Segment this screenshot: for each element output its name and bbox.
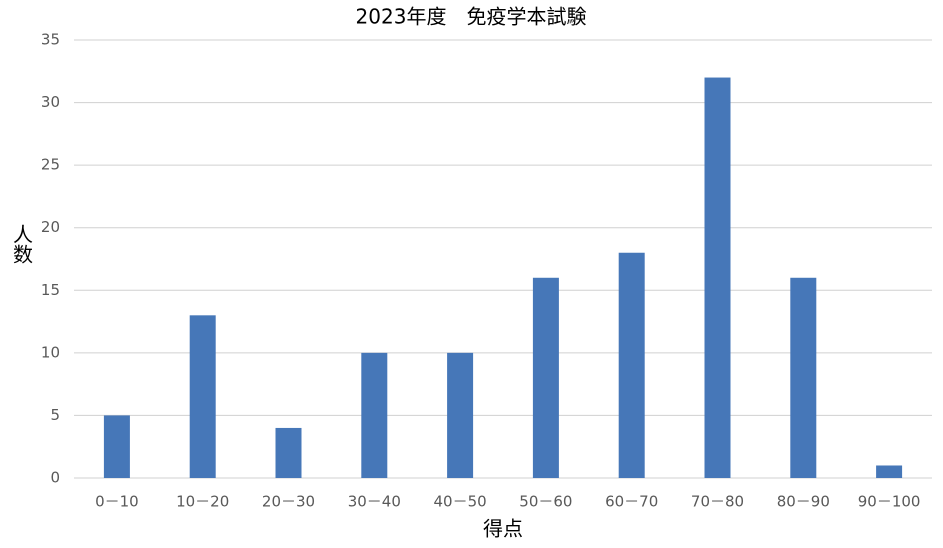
y-tick-label: 5	[50, 406, 60, 424]
x-tick-label: 20－30	[262, 493, 315, 511]
x-tick-label: 30－40	[348, 493, 401, 511]
bar	[447, 352, 474, 478]
y-tick-label: 10	[41, 343, 60, 361]
x-tick-label: 10－20	[176, 493, 229, 511]
y-tick-label: 35	[41, 31, 60, 49]
bar	[103, 415, 130, 478]
x-tick-label: 0－10	[95, 493, 139, 511]
x-tick-label: 50－60	[519, 493, 572, 511]
chart-title: 2023年度 免疫学本試験	[356, 5, 587, 29]
x-tick-label: 60－70	[605, 493, 658, 511]
y-axis-label: 人数	[10, 224, 34, 264]
y-tick-label: 20	[41, 218, 60, 236]
y-tick-label: 0	[50, 469, 60, 487]
y-tick-label: 15	[41, 281, 60, 299]
x-axis-label: 得点	[483, 517, 523, 541]
bar	[189, 315, 216, 478]
bar	[275, 427, 302, 478]
bar	[361, 352, 388, 478]
bar	[532, 277, 559, 478]
bar	[876, 465, 903, 478]
bar	[618, 252, 645, 478]
x-tick-label: 40－50	[434, 493, 487, 511]
x-tick-label: 90－100	[858, 493, 921, 511]
x-tick-label: 70－80	[691, 493, 744, 511]
bar	[790, 277, 817, 478]
y-tick-label: 30	[41, 93, 60, 111]
y-tick-label: 25	[41, 156, 60, 174]
x-tick-label: 80－90	[777, 493, 830, 511]
bar	[704, 77, 731, 479]
